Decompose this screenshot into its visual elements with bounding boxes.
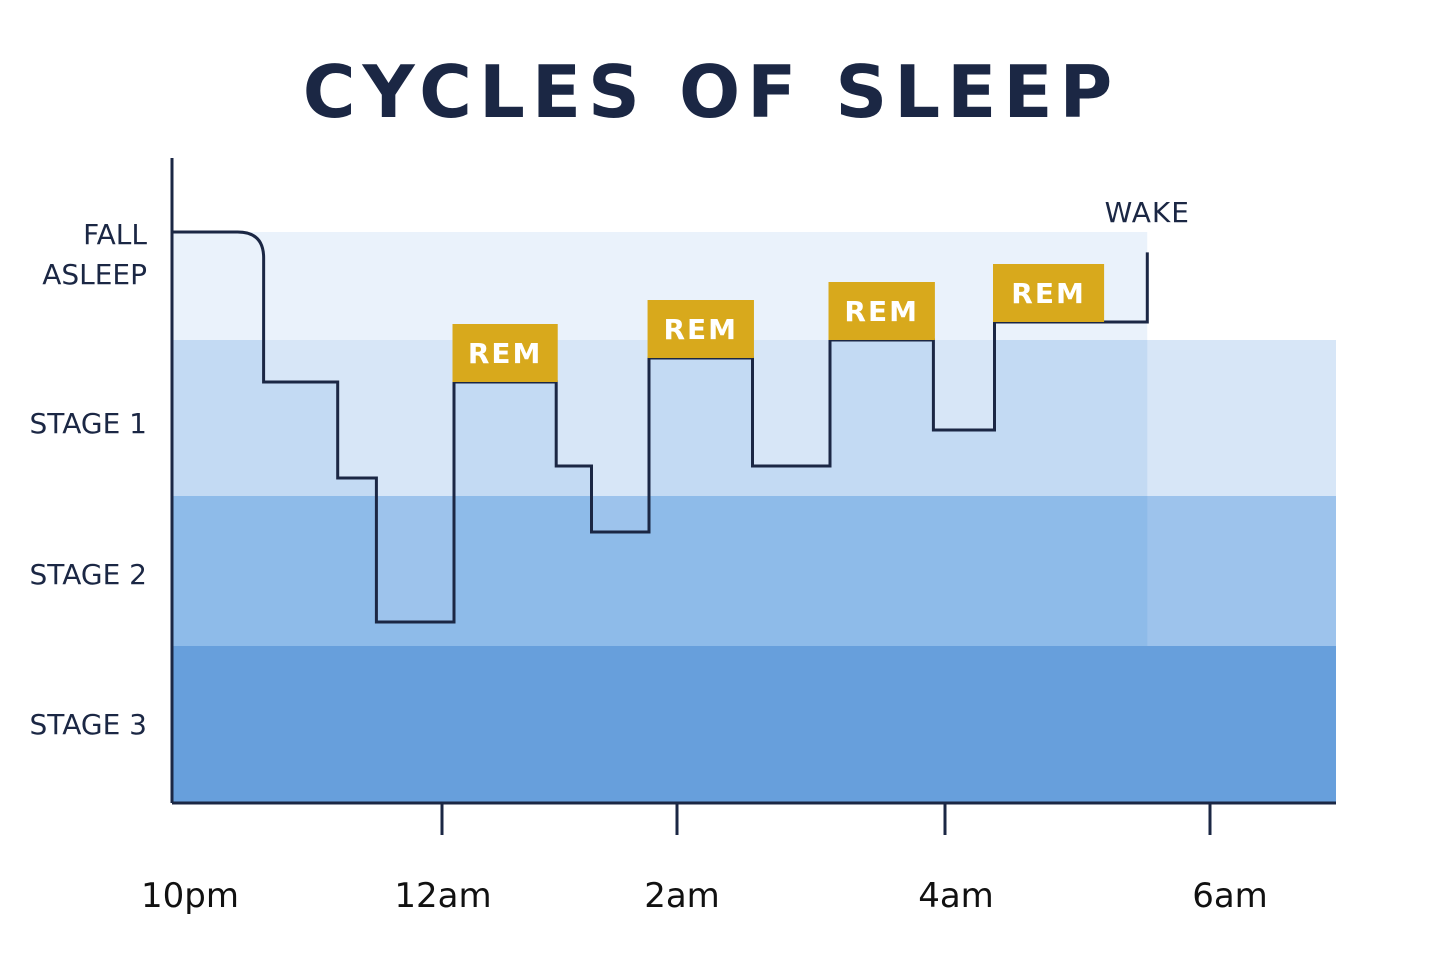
rem-marker-3: REM — [828, 282, 935, 340]
rem-markers: REM REM REM REM — [452, 264, 1105, 382]
x-tick-label-4am: 4am — [918, 876, 994, 916]
y-label-line: ASLEEP — [42, 258, 147, 291]
rem-label: REM — [844, 295, 919, 328]
y-label-line: STAGE 3 — [30, 708, 147, 741]
wake-label: WAKE — [1105, 196, 1190, 229]
sleep-stage-line — [172, 230, 1149, 624]
area-stage-2 — [172, 496, 1148, 646]
rem-box — [828, 282, 935, 340]
y-label-line: STAGE 2 — [30, 558, 147, 591]
rem-box — [452, 324, 558, 382]
y-label-fall: FALL ASLEEP — [42, 218, 147, 291]
rem-marker-2: REM — [647, 300, 754, 358]
x-tick-label-2am: 2am — [644, 876, 720, 916]
rem-marker-1: REM — [452, 324, 558, 382]
y-label-line: FALL — [83, 218, 147, 251]
x-tick-label-10pm: 10pm — [141, 876, 239, 916]
x-tick-label-6am: 6am — [1192, 876, 1268, 916]
y-axis-labels: FALL ASLEEP STAGE 1 STAGE 2 STAGE 3 — [30, 218, 148, 741]
y-label-line: STAGE 1 — [30, 407, 147, 440]
y-label-s1: STAGE 1 — [30, 407, 147, 440]
y-label-s2: STAGE 2 — [30, 558, 147, 591]
sleep-area — [172, 340, 1148, 646]
rem-marker-4: REM — [993, 264, 1105, 322]
rem-label: REM — [663, 313, 738, 346]
axes — [170, 158, 1336, 805]
rem-box — [993, 264, 1105, 322]
x-tick-label-12am: 12am — [394, 876, 491, 916]
chart-title: CYCLES OF SLEEP — [303, 50, 1120, 134]
x-axis-labels: 10pm 12am 2am 4am 6am — [141, 803, 1268, 916]
band-stage-3 — [172, 646, 1336, 803]
rem-label: REM — [1011, 277, 1086, 310]
rem-label: REM — [468, 337, 543, 370]
rem-box — [647, 300, 754, 358]
hypnogram-trace — [172, 230, 1149, 624]
y-label-s3: STAGE 3 — [30, 708, 147, 741]
